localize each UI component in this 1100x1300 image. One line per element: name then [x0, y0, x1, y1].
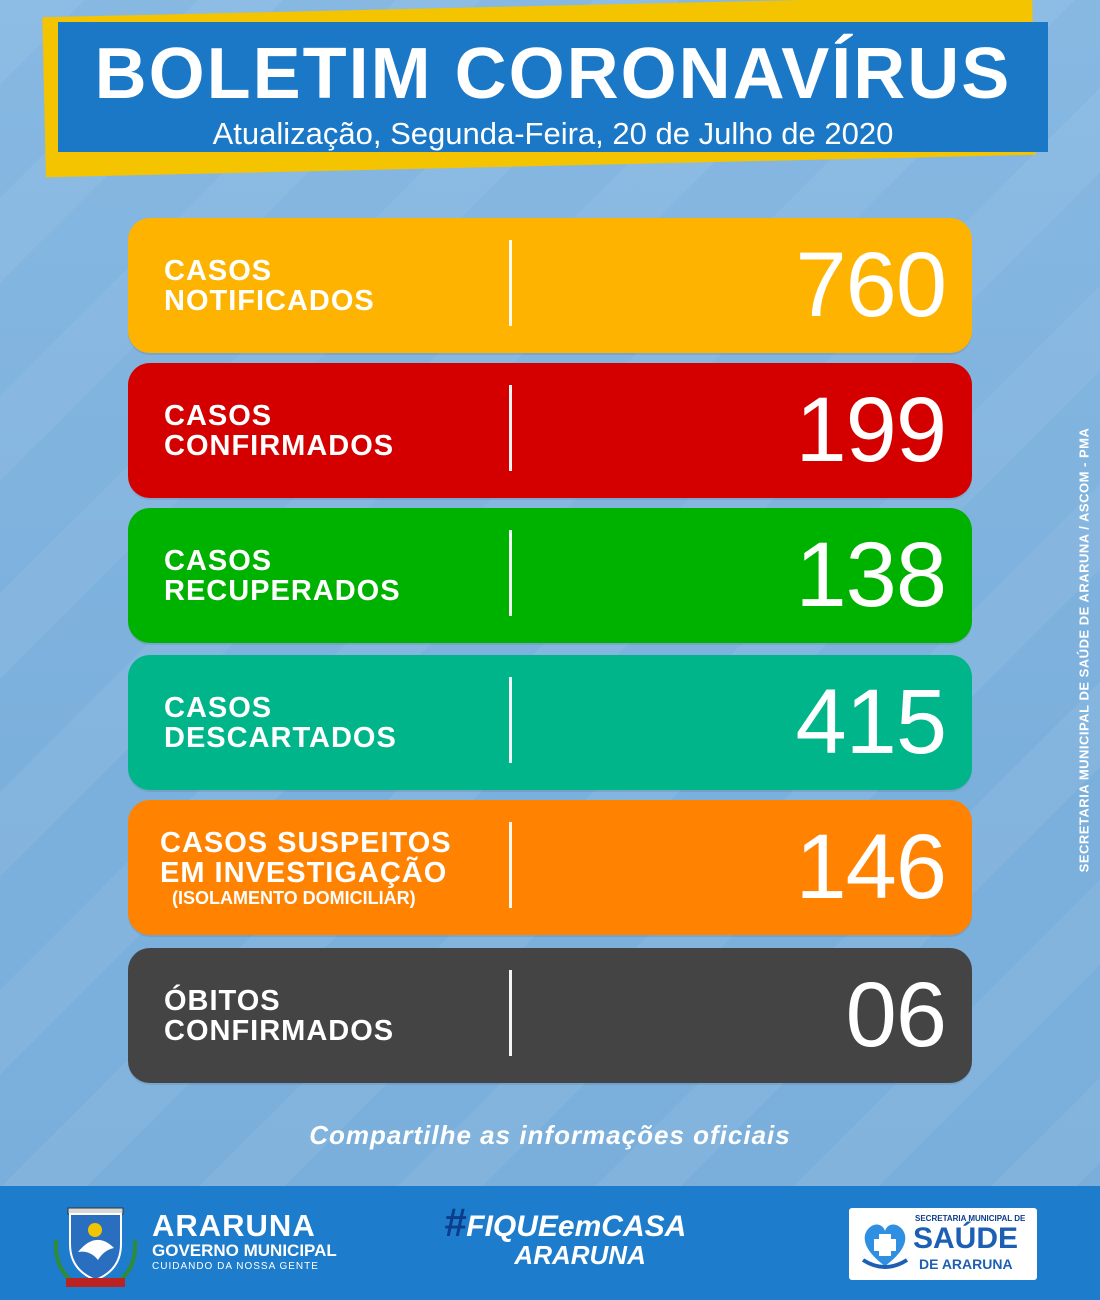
stat-label-line1: CASOS — [164, 254, 273, 287]
stat-card-deaths: ÓBITOS CONFIRMADOS 06 — [128, 948, 972, 1083]
share-message: Compartilhe as informações oficiais — [309, 1120, 791, 1150]
city-crest-icon — [53, 1207, 138, 1287]
stat-label-line2: EM INVESTIGAÇÃO — [160, 856, 448, 889]
municipality-brand: ARARUNA GOVERNO MUNICIPAL CUIDANDO DA NO… — [152, 1210, 337, 1274]
stat-label-line2: DESCARTADOS — [164, 721, 397, 754]
stat-value: 146 — [795, 816, 947, 918]
divider — [509, 822, 512, 908]
hashtag-line2: ARARUNA — [514, 1240, 646, 1270]
hashtag-line1: FIQUEemCASA — [466, 1210, 687, 1243]
divider — [509, 385, 512, 471]
divider — [509, 970, 512, 1056]
brand-name: ARARUNA — [152, 1208, 316, 1243]
stat-value: 415 — [795, 671, 947, 773]
page-title: BOLETIM CORONAVÍRUS — [94, 34, 1012, 114]
stat-value: 06 — [845, 964, 947, 1066]
divider — [509, 240, 512, 326]
stat-label-line1: CASOS SUSPEITOS — [160, 826, 452, 859]
stat-label-line1: CASOS — [164, 399, 273, 432]
stat-value: 138 — [795, 524, 947, 626]
brand-slogan: CUIDANDO DA NOSSA GENTE — [152, 1261, 319, 1272]
hash-symbol: # — [444, 1201, 467, 1245]
health-title: SAÚDE — [913, 1222, 1019, 1255]
stat-label-line1: CASOS — [164, 691, 273, 724]
update-date: Atualização, Segunda-Feira, 20 de Julho … — [212, 116, 894, 151]
stat-label-line1: ÓBITOS — [164, 984, 281, 1017]
health-city: DE ARARUNA — [919, 1256, 1013, 1272]
stat-card-suspected: CASOS SUSPEITOS EM INVESTIGAÇÃO (ISOLAME… — [128, 800, 972, 935]
stat-value: 760 — [795, 234, 947, 336]
header-banner: BOLETIM CORONAVÍRUS Atualização, Segunda… — [58, 22, 1048, 152]
stat-card-notified: CASOS NOTIFICADOS 760 — [128, 218, 972, 353]
campaign-hashtag: #FIQUEemCASA ARARUNA — [444, 1203, 687, 1270]
side-credit: SECRETARIA MUNICIPAL DE SAÚDE DE ARARUNA… — [1076, 427, 1092, 873]
stat-label-line1: CASOS — [164, 544, 273, 577]
stat-card-recovered: CASOS RECUPERADOS 138 — [128, 508, 972, 643]
stat-label-note: (ISOLAMENTO DOMICILIAR) — [172, 887, 416, 908]
divider — [509, 530, 512, 616]
stat-label-line2: CONFIRMADOS — [164, 1014, 395, 1047]
health-heart-icon — [861, 1224, 909, 1269]
health-secretariat-logo: SECRETARIA MUNICIPAL DE SAÚDE DE ARARUNA — [849, 1208, 1037, 1280]
footer: ARARUNA GOVERNO MUNICIPAL CUIDANDO DA NO… — [0, 1186, 1100, 1300]
stat-label-line2: RECUPERADOS — [164, 574, 401, 607]
brand-government: GOVERNO MUNICIPAL — [152, 1241, 337, 1260]
stat-card-discarded: CASOS DESCARTADOS 415 — [128, 655, 972, 790]
stat-label-line2: CONFIRMADOS — [164, 429, 395, 462]
divider — [509, 677, 512, 763]
stat-card-confirmed: CASOS CONFIRMADOS 199 — [128, 363, 972, 498]
stat-label-line2: NOTIFICADOS — [164, 284, 375, 317]
stat-value: 199 — [795, 379, 947, 481]
health-secretariat-label: SECRETARIA MUNICIPAL DE — [915, 1214, 1026, 1223]
